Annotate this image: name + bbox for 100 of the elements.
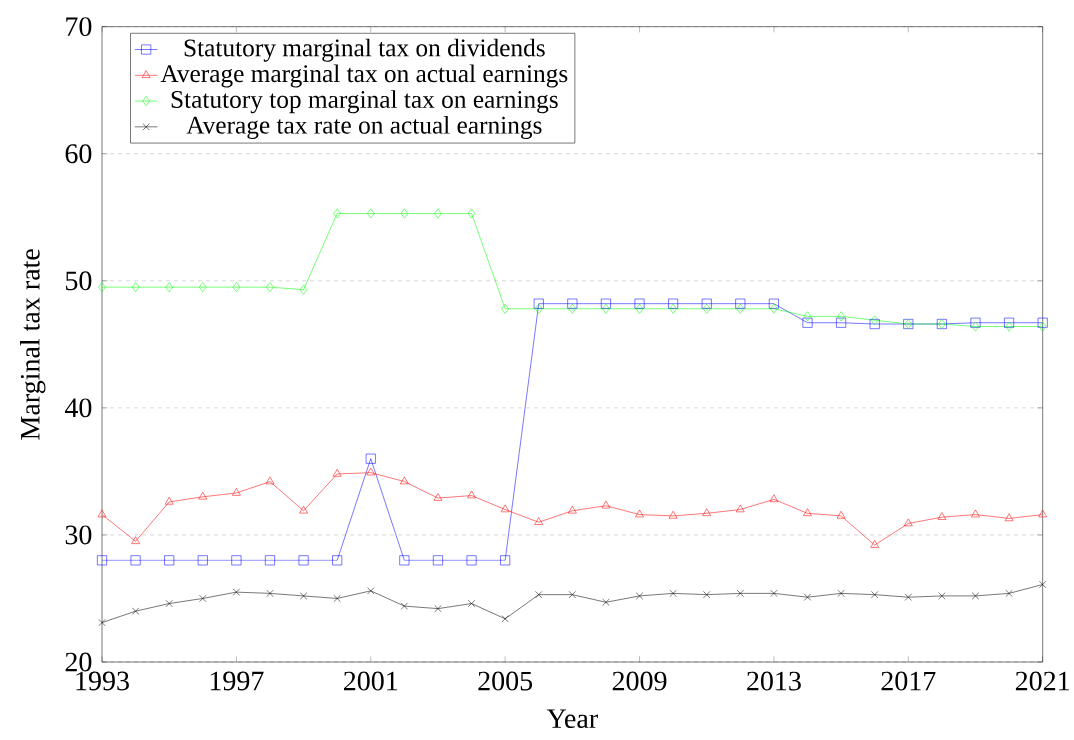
y-tick-label: 40 [64, 398, 92, 418]
point [971, 509, 980, 518]
point [434, 208, 442, 219]
point [736, 303, 745, 314]
point [634, 298, 645, 309]
point [970, 317, 981, 328]
point [132, 607, 140, 615]
point [602, 303, 610, 314]
point [98, 619, 106, 627]
point [197, 555, 208, 566]
point [232, 282, 241, 293]
point [703, 591, 711, 599]
point [366, 208, 375, 219]
point [836, 510, 846, 519]
point [669, 589, 677, 597]
point [736, 504, 745, 513]
point [602, 598, 610, 606]
point [400, 208, 409, 219]
point [702, 303, 711, 314]
point [367, 587, 375, 595]
point [1005, 589, 1013, 597]
point [870, 540, 880, 548]
point [265, 555, 275, 566]
point [938, 592, 946, 600]
point [265, 476, 275, 485]
point [365, 453, 376, 464]
point [567, 298, 578, 309]
point [701, 298, 712, 309]
point [735, 298, 746, 309]
point [871, 591, 879, 599]
point [802, 317, 813, 328]
point [467, 490, 476, 499]
y-tick-label: 20 [65, 652, 92, 672]
point [164, 555, 175, 566]
point [1005, 321, 1013, 332]
point [869, 319, 880, 329]
legend-label: Statutory top marginal tax on earnings [171, 90, 558, 114]
point [668, 298, 679, 309]
point [332, 469, 342, 477]
point [165, 282, 173, 293]
point [837, 589, 845, 597]
point [1004, 513, 1014, 522]
point [433, 493, 443, 501]
point [635, 303, 644, 314]
point [836, 317, 847, 328]
point [535, 591, 543, 599]
point [400, 476, 409, 485]
point [937, 512, 947, 520]
point [568, 591, 576, 599]
point [266, 282, 274, 293]
point [702, 508, 712, 516]
point [266, 589, 274, 597]
point [568, 505, 577, 514]
point [332, 555, 343, 566]
x-tick-label: 2013 [747, 671, 801, 691]
point [903, 518, 913, 527]
point [164, 496, 174, 505]
point [231, 555, 242, 566]
point [232, 588, 240, 596]
point [971, 321, 980, 332]
point [299, 505, 308, 514]
point [434, 605, 442, 613]
point [366, 467, 376, 476]
point [534, 303, 543, 314]
point [97, 509, 107, 518]
point [769, 494, 779, 502]
point [1037, 317, 1048, 328]
x-tick-label: 2001 [344, 671, 398, 691]
point [333, 208, 341, 219]
point [199, 594, 207, 603]
y-tick-label: 70 [66, 17, 92, 37]
point [198, 491, 208, 500]
point [165, 599, 173, 608]
point [971, 592, 980, 600]
point [736, 589, 744, 597]
point [333, 594, 341, 603]
legend-label: Statutory marginal tax on dividends [184, 38, 545, 62]
point [466, 555, 477, 566]
point [870, 315, 879, 326]
y-tick-label: 30 [65, 525, 92, 545]
x-tick-label: 2009 [612, 671, 667, 691]
point [98, 282, 106, 293]
point [501, 303, 509, 314]
y-tick-label: 50 [66, 271, 92, 291]
point [533, 298, 544, 309]
point [97, 555, 107, 566]
x-tick-label: 2021 [1015, 671, 1069, 691]
point [300, 592, 308, 600]
point [770, 303, 778, 314]
point [501, 615, 509, 623]
point [232, 488, 241, 496]
point [1038, 321, 1047, 332]
point [400, 602, 408, 610]
point [299, 284, 308, 295]
point [1004, 317, 1015, 328]
point [803, 311, 812, 322]
point [199, 282, 207, 293]
point [131, 536, 140, 544]
point [298, 555, 309, 566]
point [130, 555, 141, 566]
